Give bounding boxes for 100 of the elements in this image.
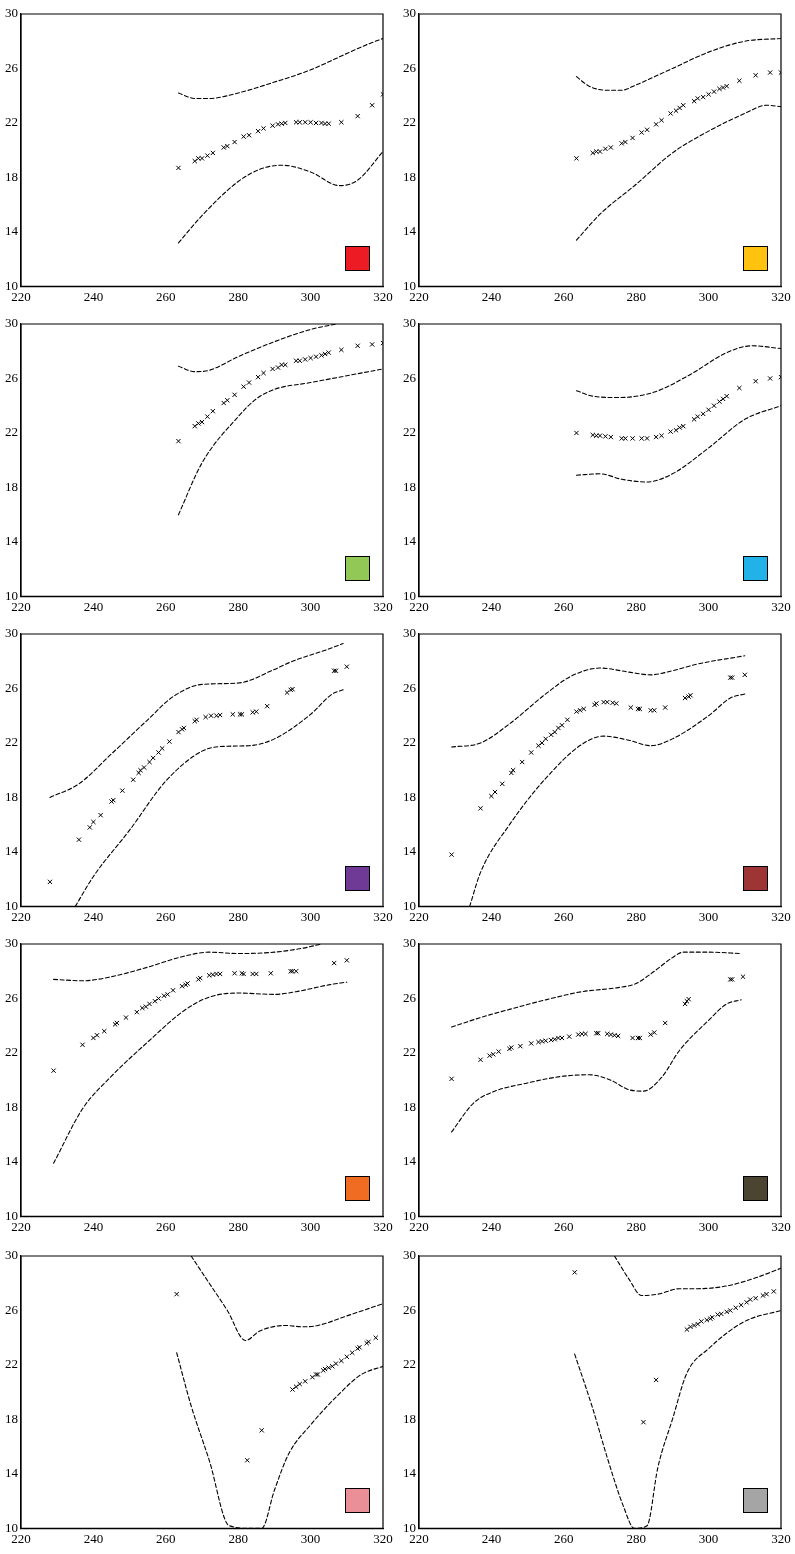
point bbox=[98, 812, 104, 818]
point bbox=[695, 1321, 701, 1327]
y-tick-label: 22 bbox=[403, 114, 416, 130]
point bbox=[293, 1384, 299, 1390]
point bbox=[269, 366, 276, 372]
point bbox=[87, 824, 93, 831]
point bbox=[639, 435, 645, 442]
point bbox=[175, 165, 182, 171]
point bbox=[195, 155, 201, 161]
point bbox=[548, 1037, 554, 1043]
point bbox=[90, 1035, 97, 1041]
y-tick-label: 18 bbox=[403, 168, 416, 184]
point bbox=[510, 767, 516, 773]
point bbox=[677, 105, 683, 111]
y-tick-label: 26 bbox=[403, 1301, 417, 1317]
point bbox=[344, 957, 350, 963]
point bbox=[152, 998, 158, 1004]
point bbox=[221, 400, 227, 406]
y-tick-label: 30 bbox=[403, 1247, 416, 1263]
point bbox=[622, 435, 628, 442]
point bbox=[736, 78, 742, 84]
y-tick-label: 10 bbox=[5, 1207, 18, 1223]
point bbox=[150, 755, 156, 761]
point bbox=[573, 155, 580, 161]
point bbox=[695, 414, 701, 420]
point bbox=[338, 1358, 344, 1364]
point bbox=[217, 971, 223, 977]
x-tick-label: 240 bbox=[481, 288, 502, 304]
y-tick-label: 18 bbox=[403, 1098, 416, 1114]
point bbox=[175, 438, 182, 444]
point bbox=[653, 434, 659, 440]
x-tick-label: 240 bbox=[83, 1530, 104, 1546]
point bbox=[720, 396, 726, 402]
y-tick-label: 26 bbox=[5, 59, 19, 75]
x-tick-label: 320 bbox=[771, 908, 791, 924]
point bbox=[203, 714, 209, 720]
point bbox=[593, 148, 599, 155]
point bbox=[344, 1354, 350, 1360]
point bbox=[255, 128, 261, 134]
y-tick-label: 26 bbox=[403, 369, 417, 385]
point bbox=[486, 1053, 493, 1059]
point bbox=[615, 1033, 621, 1039]
x-tick-label: 300 bbox=[300, 1218, 321, 1234]
point bbox=[477, 805, 484, 811]
y-tick-label: 14 bbox=[403, 223, 417, 239]
point bbox=[166, 738, 173, 745]
point bbox=[260, 370, 267, 376]
point bbox=[355, 113, 361, 119]
point bbox=[231, 392, 238, 398]
point bbox=[260, 125, 267, 132]
point bbox=[302, 356, 308, 363]
x-tick-label: 260 bbox=[554, 598, 574, 614]
point bbox=[318, 352, 325, 358]
point bbox=[204, 153, 211, 159]
point bbox=[552, 729, 558, 735]
point bbox=[508, 770, 514, 776]
point bbox=[667, 110, 674, 117]
point bbox=[208, 713, 214, 719]
point bbox=[738, 1302, 744, 1308]
point bbox=[581, 706, 587, 712]
point bbox=[700, 94, 706, 100]
point bbox=[488, 793, 495, 799]
x-tick-label: 260 bbox=[554, 1530, 574, 1546]
point bbox=[264, 703, 270, 709]
point bbox=[326, 1365, 332, 1371]
y-tick-label: 10 bbox=[403, 1207, 416, 1223]
y-tick-label: 10 bbox=[5, 277, 18, 293]
point bbox=[724, 83, 730, 89]
point bbox=[231, 139, 238, 145]
x-tick-label: 240 bbox=[83, 598, 104, 614]
point bbox=[622, 139, 628, 145]
point bbox=[597, 148, 603, 155]
point bbox=[307, 355, 314, 361]
x-tick-label: 240 bbox=[481, 908, 502, 924]
point bbox=[680, 423, 686, 429]
point bbox=[593, 433, 599, 439]
y-tick-label: 30 bbox=[403, 935, 416, 951]
y-tick-label: 10 bbox=[403, 277, 416, 293]
y-tick-label: 10 bbox=[5, 587, 18, 603]
y-tick-label: 22 bbox=[5, 734, 18, 750]
point bbox=[736, 385, 742, 391]
point bbox=[724, 393, 730, 399]
x-tick-label: 320 bbox=[771, 1530, 791, 1546]
point bbox=[255, 374, 261, 380]
point bbox=[302, 119, 308, 125]
point bbox=[170, 987, 176, 993]
point bbox=[543, 1038, 549, 1044]
x-tick-label: 320 bbox=[373, 1218, 393, 1234]
point bbox=[724, 1309, 730, 1315]
point bbox=[275, 364, 281, 371]
x-tick-label: 260 bbox=[156, 1530, 176, 1546]
point bbox=[673, 108, 679, 114]
point bbox=[164, 991, 171, 998]
point bbox=[577, 707, 583, 713]
point bbox=[608, 144, 614, 151]
x-tick-label: 240 bbox=[83, 288, 104, 304]
point bbox=[47, 879, 53, 885]
y-tick-label: 26 bbox=[5, 989, 19, 1005]
y-tick-label: 22 bbox=[403, 424, 416, 440]
point bbox=[704, 1317, 710, 1323]
